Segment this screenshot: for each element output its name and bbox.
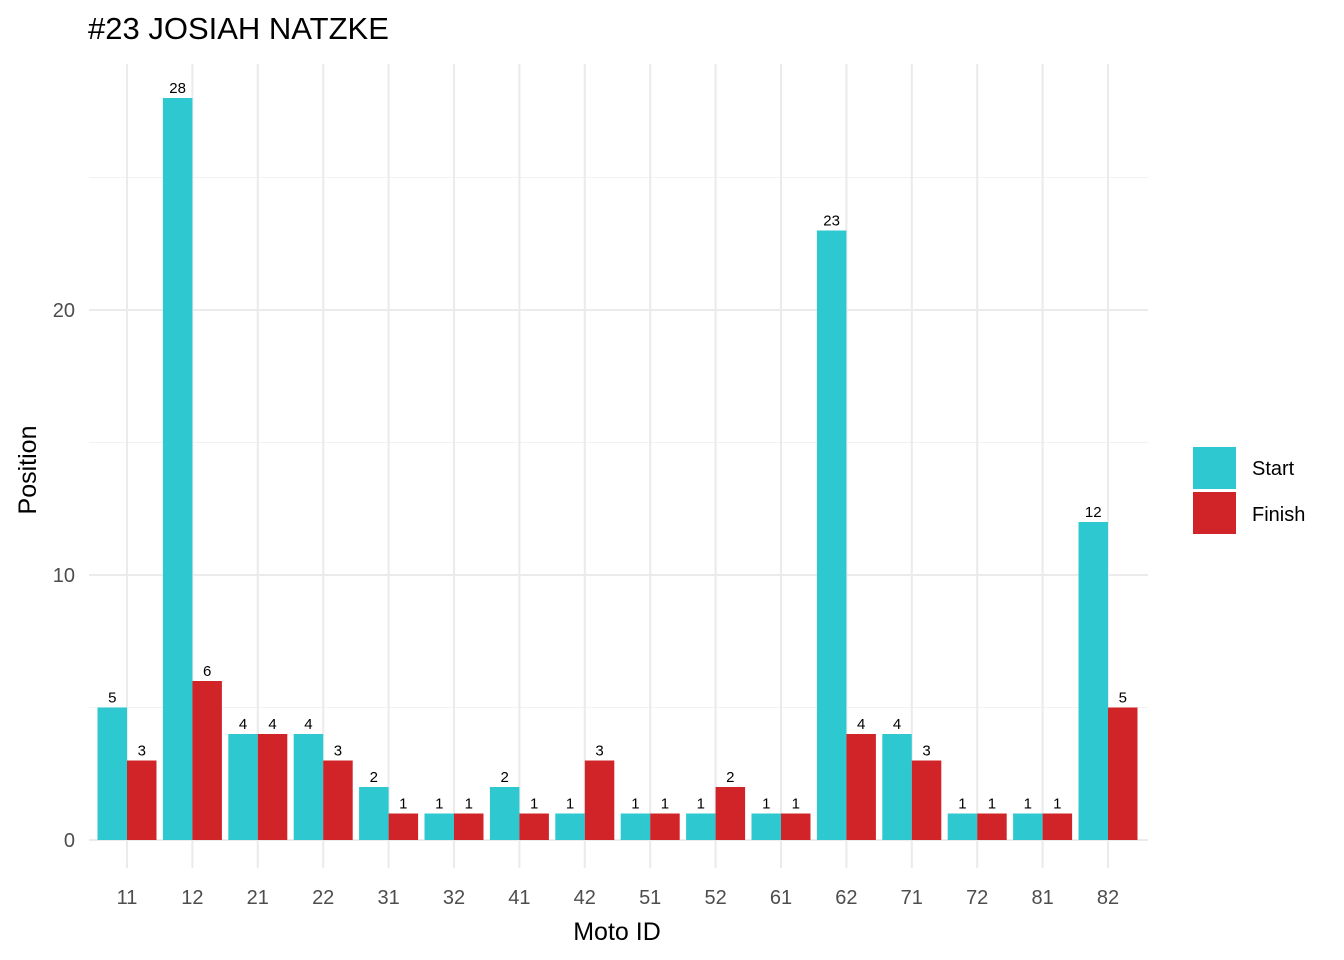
x-tick-label: 41 bbox=[508, 887, 530, 909]
data-label-start-62: 23 bbox=[823, 213, 840, 230]
bar-finish-11 bbox=[127, 760, 157, 840]
x-tick-label: 72 bbox=[966, 887, 988, 909]
legend-key-start bbox=[1193, 447, 1236, 489]
x-tick-label: 31 bbox=[377, 887, 399, 909]
bar-start-41 bbox=[489, 787, 520, 840]
bar-finish-61 bbox=[781, 813, 811, 840]
bar-start-11 bbox=[97, 707, 127, 840]
data-label-finish-41: 1 bbox=[530, 796, 538, 813]
data-label-finish-42: 3 bbox=[595, 743, 603, 760]
bar-start-21 bbox=[228, 734, 258, 840]
bar-start-82 bbox=[1078, 522, 1108, 840]
bar-start-52 bbox=[686, 813, 716, 840]
bar-start-51 bbox=[620, 813, 651, 840]
data-label-finish-32: 1 bbox=[465, 796, 473, 813]
x-tick-label: 51 bbox=[639, 887, 661, 909]
bar-finish-12 bbox=[192, 681, 222, 840]
bar-finish-32 bbox=[454, 813, 484, 840]
data-label-start-41: 2 bbox=[500, 769, 508, 786]
bar-finish-41 bbox=[519, 813, 549, 840]
bar-start-62 bbox=[816, 230, 847, 840]
data-label-start-22: 4 bbox=[304, 716, 312, 733]
bar-start-31 bbox=[359, 787, 389, 840]
x-tick-label: 11 bbox=[117, 887, 138, 909]
data-label-finish-62: 4 bbox=[857, 716, 865, 733]
y-tick-label: 20 bbox=[53, 300, 75, 322]
bar-start-42 bbox=[555, 813, 585, 840]
data-label-start-52: 1 bbox=[697, 796, 705, 813]
data-label-start-32: 1 bbox=[435, 796, 443, 813]
bar-finish-22 bbox=[323, 760, 353, 840]
data-label-finish-12: 6 bbox=[203, 663, 211, 680]
data-label-start-81: 1 bbox=[1024, 796, 1032, 813]
data-label-start-31: 2 bbox=[370, 769, 378, 786]
data-label-finish-51: 1 bbox=[661, 796, 669, 813]
chart-title: #23 JOSIAH NATZKE bbox=[88, 11, 389, 46]
bar-start-32 bbox=[424, 813, 454, 840]
y-axis-title: Position bbox=[14, 426, 42, 515]
data-label-finish-31: 1 bbox=[399, 796, 407, 813]
y-tick-label: 10 bbox=[53, 565, 75, 587]
bar-finish-62 bbox=[846, 734, 876, 840]
bar-finish-81 bbox=[1042, 813, 1073, 840]
bar-start-22 bbox=[293, 734, 324, 840]
data-label-finish-11: 3 bbox=[138, 743, 146, 760]
bar-finish-51 bbox=[650, 813, 680, 840]
data-label-start-51: 1 bbox=[631, 796, 639, 813]
x-tick-label: 22 bbox=[312, 887, 334, 909]
legend: Start Finish bbox=[1193, 447, 1305, 534]
data-label-start-11: 5 bbox=[108, 690, 116, 707]
data-label-finish-72: 1 bbox=[988, 796, 996, 813]
data-label-finish-21: 4 bbox=[268, 716, 276, 733]
data-label-finish-61: 1 bbox=[792, 796, 800, 813]
x-tick-label: 82 bbox=[1097, 887, 1119, 909]
bar-finish-82 bbox=[1108, 707, 1138, 840]
data-label-finish-82: 5 bbox=[1119, 690, 1127, 707]
x-tick-label: 12 bbox=[181, 887, 203, 909]
x-tick-label: 61 bbox=[770, 887, 792, 909]
x-tick-label: 62 bbox=[835, 887, 857, 909]
bars-layer bbox=[97, 98, 1138, 840]
data-label-start-71: 4 bbox=[893, 716, 901, 733]
data-label-start-72: 1 bbox=[958, 796, 966, 813]
bar-finish-52 bbox=[715, 787, 746, 840]
data-label-start-61: 1 bbox=[762, 796, 770, 813]
bar-start-61 bbox=[751, 813, 781, 840]
legend-key-finish bbox=[1193, 492, 1236, 534]
x-tick-label: 21 bbox=[247, 887, 269, 909]
x-axis-title: Moto ID bbox=[573, 918, 661, 946]
data-label-finish-52: 2 bbox=[726, 769, 734, 786]
bar-finish-31 bbox=[388, 813, 419, 840]
x-tick-label: 42 bbox=[574, 887, 596, 909]
data-label-finish-22: 3 bbox=[334, 743, 342, 760]
bar-finish-72 bbox=[977, 813, 1007, 840]
data-label-start-21: 4 bbox=[239, 716, 247, 733]
y-tick-label: 0 bbox=[64, 830, 75, 852]
bar-finish-42 bbox=[584, 760, 615, 840]
data-label-start-82: 12 bbox=[1085, 504, 1102, 521]
bar-start-81 bbox=[1013, 813, 1043, 840]
bar-finish-21 bbox=[257, 734, 288, 840]
bar-finish-71 bbox=[911, 760, 942, 840]
data-label-start-12: 28 bbox=[169, 80, 186, 97]
data-label-start-42: 1 bbox=[566, 796, 574, 813]
x-tick-label: 32 bbox=[443, 887, 465, 909]
bar-start-12 bbox=[162, 98, 193, 840]
data-label-finish-71: 3 bbox=[922, 743, 930, 760]
bar-start-72 bbox=[947, 813, 978, 840]
x-tick-label: 81 bbox=[1031, 887, 1053, 909]
legend-label-start: Start bbox=[1252, 458, 1295, 480]
x-tick-label: 52 bbox=[704, 887, 726, 909]
bar-start-71 bbox=[882, 734, 912, 840]
legend-label-finish: Finish bbox=[1252, 504, 1305, 526]
x-tick-label: 71 bbox=[901, 887, 923, 909]
data-label-finish-81: 1 bbox=[1053, 796, 1061, 813]
